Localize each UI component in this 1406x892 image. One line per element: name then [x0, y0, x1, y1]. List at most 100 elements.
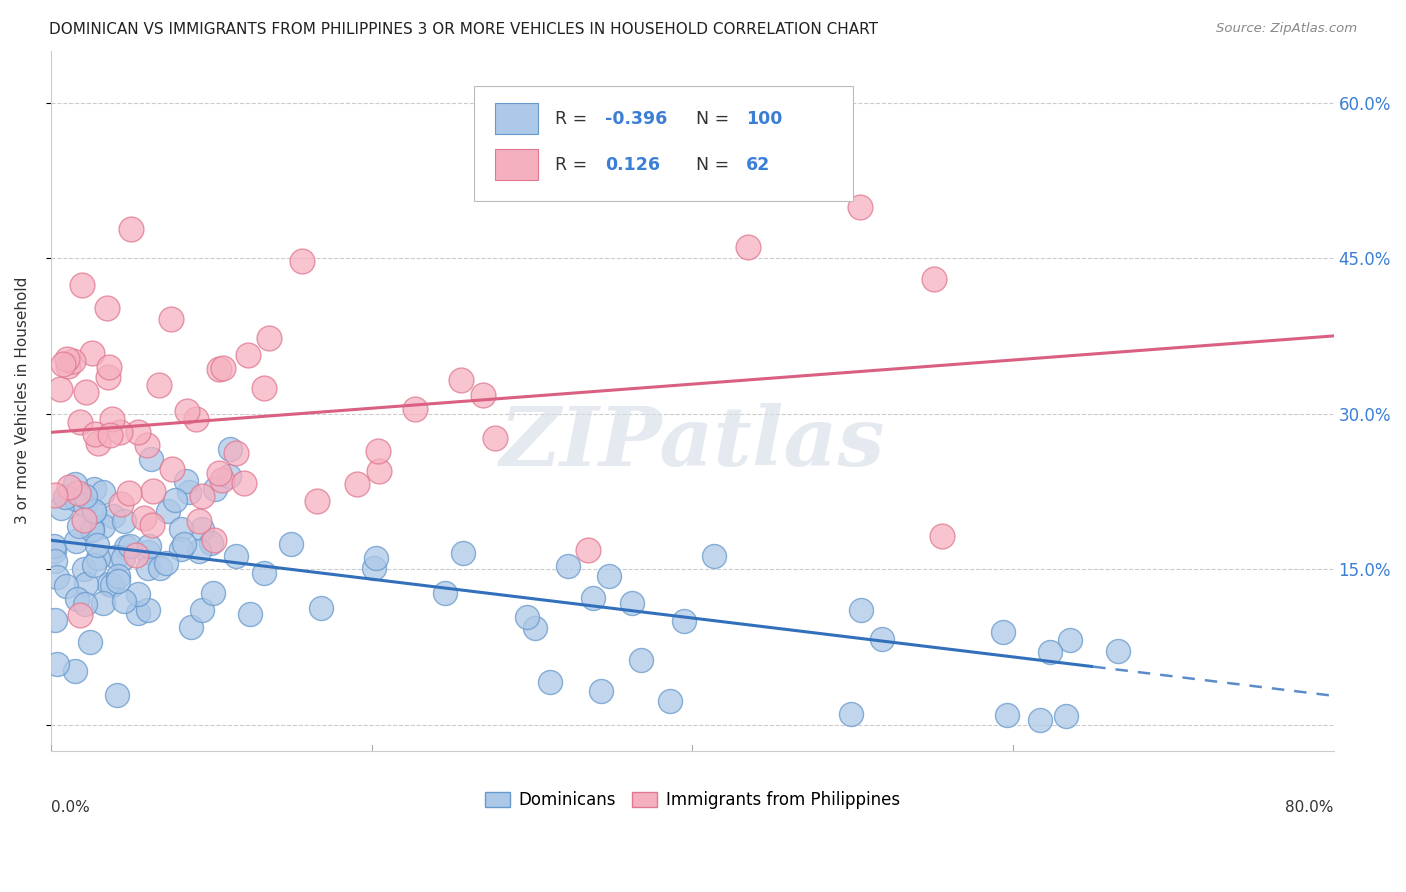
Point [112, 594, 135, 608]
Point [218, 469, 240, 483]
Point [253, 381, 276, 395]
Point [91, 596, 114, 610]
Point [280, 537, 302, 551]
Point [211, 473, 233, 487]
Point [42, 544, 65, 558]
Point [97, 359, 120, 374]
Point [253, 566, 276, 580]
Point [165, 492, 187, 507]
Point [201, 586, 224, 600]
Point [118, 539, 141, 553]
Text: 0.0%: 0.0% [51, 800, 90, 814]
FancyBboxPatch shape [495, 103, 538, 134]
Point [187, 544, 209, 558]
Point [108, 425, 131, 439]
Point [238, 348, 260, 362]
Point [115, 540, 138, 554]
Point [239, 607, 262, 622]
Point [132, 510, 155, 524]
Point [179, 485, 201, 500]
Point [190, 489, 212, 503]
FancyBboxPatch shape [495, 149, 538, 180]
Point [112, 551, 135, 566]
Point [450, 374, 472, 388]
Legend: Dominicans, Immigrants from Philippines: Dominicans, Immigrants from Philippines [478, 785, 907, 816]
Point [173, 537, 195, 551]
Point [1039, 645, 1062, 659]
Point [368, 465, 391, 479]
Point [105, 688, 128, 702]
Point [101, 578, 124, 592]
Point [97, 370, 120, 384]
Point [212, 361, 235, 376]
Point [598, 568, 620, 582]
Point [870, 632, 893, 646]
Point [62, 354, 84, 368]
Point [112, 514, 135, 528]
Point [75, 489, 97, 503]
Text: 100: 100 [747, 110, 783, 128]
Point [75, 597, 97, 611]
Point [184, 412, 207, 426]
Point [367, 443, 389, 458]
Point [69, 607, 91, 622]
Point [307, 494, 329, 508]
Point [79, 635, 101, 649]
Point [208, 467, 231, 481]
Text: N =: N = [696, 110, 735, 128]
Point [136, 438, 159, 452]
Point [208, 362, 231, 376]
Point [127, 606, 149, 620]
Point [578, 543, 600, 558]
Point [1029, 713, 1052, 727]
Text: 80.0%: 80.0% [1285, 800, 1334, 814]
Point [75, 385, 97, 400]
Point [159, 312, 181, 326]
Text: N =: N = [696, 156, 741, 174]
Point [516, 609, 538, 624]
Point [290, 254, 312, 268]
Point [484, 431, 506, 445]
Point [86, 538, 108, 552]
Point [191, 522, 214, 536]
Point [80, 522, 103, 536]
Point [703, 549, 725, 563]
Point [73, 498, 96, 512]
FancyBboxPatch shape [474, 86, 852, 202]
Point [75, 577, 97, 591]
Point [922, 272, 945, 286]
Point [44, 488, 66, 502]
Point [170, 523, 193, 537]
Text: R =: R = [555, 156, 598, 174]
Point [55, 579, 77, 593]
Point [83, 427, 105, 442]
Point [156, 503, 179, 517]
Point [118, 486, 141, 500]
Point [141, 518, 163, 533]
Point [200, 536, 222, 550]
Point [471, 388, 494, 402]
Point [73, 562, 96, 576]
Text: 62: 62 [747, 156, 770, 174]
Point [1059, 633, 1081, 648]
Point [86, 435, 108, 450]
Text: Source: ZipAtlas.com: Source: ZipAtlas.com [1216, 22, 1357, 36]
Point [49, 501, 72, 516]
Point [86, 551, 108, 566]
Point [44, 613, 66, 627]
Point [673, 614, 696, 628]
Point [83, 483, 105, 497]
Point [346, 477, 368, 491]
Point [557, 559, 579, 574]
Point [849, 603, 872, 617]
Point [187, 514, 209, 528]
Point [80, 346, 103, 360]
Point [65, 492, 87, 507]
Point [453, 546, 475, 560]
Point [107, 574, 129, 589]
Point [931, 529, 953, 543]
Point [63, 477, 86, 491]
Point [1054, 709, 1077, 723]
Point [630, 653, 652, 667]
Point [44, 539, 66, 553]
